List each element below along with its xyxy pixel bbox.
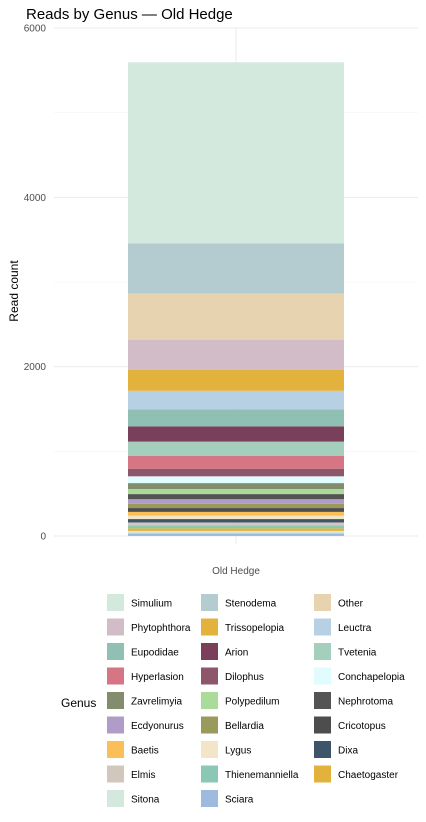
legend-label-sciara: Sciara xyxy=(225,795,254,806)
legend-label-dixa: Dixa xyxy=(338,746,358,757)
legend-key-hyperlasion xyxy=(107,667,124,685)
bar-segment-cricotopus xyxy=(128,508,344,512)
bar-segment-sitona xyxy=(128,530,344,534)
legend-label-eupodidae: Eupodidae xyxy=(131,648,179,659)
y-tick-label: 2000 xyxy=(24,362,47,373)
y-axis-title: Read count xyxy=(7,260,21,322)
legend-label-lygus: Lygus xyxy=(225,746,251,757)
legend-title: Genus xyxy=(61,696,96,710)
legend-label-polypedilum: Polypedilum xyxy=(225,697,279,708)
bar-segment-lygus xyxy=(128,515,344,520)
legend-label-bellardia: Bellardia xyxy=(225,721,264,732)
legend-label-dilophus: Dilophus xyxy=(225,672,264,683)
bar-segment-tvetenia xyxy=(128,441,344,456)
legend-key-cricotopus xyxy=(314,716,331,734)
bar-segment-arion xyxy=(128,426,344,442)
legend-key-trissopelopia xyxy=(201,618,218,636)
y-tick-label: 0 xyxy=(40,532,46,543)
chart-title: Reads by Genus — Old Hedge xyxy=(26,6,233,23)
y-tick-label: 6000 xyxy=(24,24,47,35)
legend-label-simulium: Simulium xyxy=(131,599,172,610)
legend-label-conchapelopia: Conchapelopia xyxy=(338,672,405,683)
legend: Genus Simulium Stenodema Other Phytophthora… xyxy=(61,594,405,807)
legend-key-conchapelopia xyxy=(314,667,331,685)
x-tick-label: Old Hedge xyxy=(212,566,260,577)
legend-label-other: Other xyxy=(338,599,364,610)
bar-segment-eupodidae xyxy=(128,409,344,427)
bar-segment-elmis xyxy=(128,522,344,526)
legend-key-elmis xyxy=(107,765,124,783)
legend-key-leuctra xyxy=(314,618,331,636)
legend-key-other xyxy=(314,594,331,611)
legend-label-sitona: Sitona xyxy=(131,795,160,806)
x-axis: Old Hedge xyxy=(212,566,260,577)
bar-segment-conchapelopia xyxy=(128,476,344,484)
bar-segment-simulium xyxy=(128,62,344,244)
legend-key-sciara xyxy=(201,790,218,807)
legend-label-cricotopus: Cricotopus xyxy=(338,721,386,732)
legend-key-sitona xyxy=(107,790,124,807)
stacked-bar xyxy=(128,62,344,536)
bar-segment-trissopelopia xyxy=(128,369,344,391)
legend-key-polypedilum xyxy=(201,692,218,709)
bar-segment-thienemanniella xyxy=(128,525,344,529)
legend-label-leuctra: Leuctra xyxy=(338,623,372,634)
legend-key-lygus xyxy=(201,741,218,758)
legend-key-nephrotoma xyxy=(314,692,331,709)
legend-key-thienemanniella xyxy=(201,765,218,783)
bar-segment-leuctra xyxy=(128,390,344,410)
legend-label-trissopelopia: Trissopelopia xyxy=(225,623,285,634)
bar-segment-phytophthora xyxy=(128,339,344,370)
bar-segment-zavrelimyia xyxy=(128,483,344,490)
bar-segment-dixa xyxy=(128,519,344,523)
bar-segment-chaetogaster xyxy=(128,528,344,531)
y-axis: 0 2000 4000 6000 xyxy=(24,24,47,543)
legend-label-phytophthora: Phytophthora xyxy=(131,623,191,634)
legend-label-arion: Arion xyxy=(225,648,248,659)
legend-label-hyperlasion: Hyperlasion xyxy=(131,672,184,683)
legend-label-baetis: Baetis xyxy=(131,746,159,757)
legend-label-stenodema: Stenodema xyxy=(225,599,277,610)
bar-segment-hyperlasion xyxy=(128,455,344,469)
legend-key-phytophthora xyxy=(107,618,124,636)
legend-key-chaetogaster xyxy=(314,765,331,783)
legend-key-arion xyxy=(201,643,218,660)
legend-label-nephrotoma: Nephrotoma xyxy=(338,697,393,708)
bar-segment-baetis xyxy=(128,511,344,516)
legend-label-thienemanniella: Thienemanniella xyxy=(225,770,299,781)
legend-key-bellardia xyxy=(201,716,218,734)
legend-label-ecdyonurus: Ecdyonurus xyxy=(131,721,184,732)
legend-key-stenodema xyxy=(201,594,218,611)
bar-segment-dilophus xyxy=(128,468,344,477)
legend-label-tvetenia: Tvetenia xyxy=(338,648,377,659)
legend-key-zavrelimyia xyxy=(107,692,124,709)
bar-segment-nephrotoma xyxy=(128,494,344,500)
bar-segment-bellardia xyxy=(128,503,344,509)
legend-key-dilophus xyxy=(201,667,218,685)
bar-segment-stenodema xyxy=(128,243,344,294)
bar-segment-sciara xyxy=(128,533,344,536)
legend-key-baetis xyxy=(107,741,124,758)
legend-key-simulium xyxy=(107,594,124,611)
bar-segment-ecdyonurus xyxy=(128,499,344,504)
legend-key-ecdyonurus xyxy=(107,716,124,734)
legend-label-chaetogaster: Chaetogaster xyxy=(338,770,399,781)
bar-segment-other xyxy=(128,293,344,340)
bar-segment-polypedilum xyxy=(128,489,344,495)
legend-key-tvetenia xyxy=(314,643,331,660)
y-tick-label: 4000 xyxy=(24,193,47,204)
legend-label-zavrelimyia: Zavrelimyia xyxy=(131,697,183,708)
legend-label-elmis: Elmis xyxy=(131,770,155,781)
legend-key-dixa xyxy=(314,741,331,758)
legend-key-eupodidae xyxy=(107,643,124,660)
